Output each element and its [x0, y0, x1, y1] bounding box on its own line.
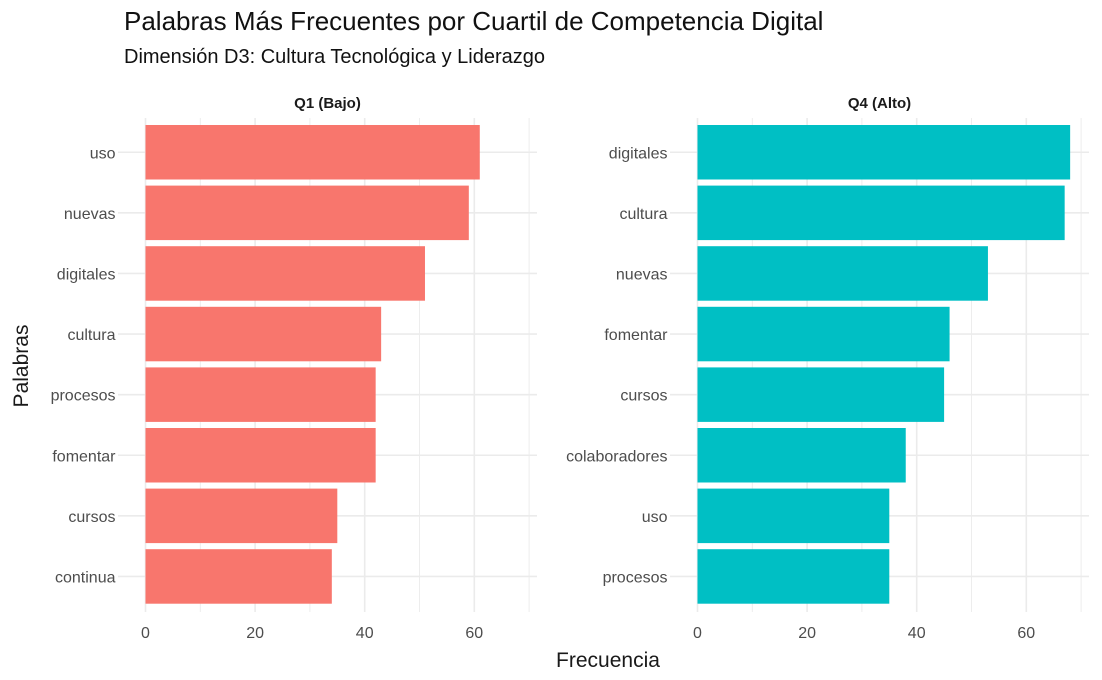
- bar-fomentar: [145, 428, 376, 483]
- bar-colaboradores: [697, 428, 906, 483]
- x-tick-label: 40: [356, 625, 374, 642]
- x-tick-label: 0: [141, 625, 150, 642]
- y-tick-label: cursos: [620, 388, 667, 405]
- bar-nuevas: [145, 185, 469, 241]
- panel-strip-label: Q4 (Alto): [848, 95, 911, 112]
- bar-cursos: [145, 488, 338, 544]
- bar-digitales: [697, 125, 1071, 180]
- bar-fomentar: [697, 306, 950, 362]
- chart-subtitle: Dimensión D3: Cultura Tecnológica y Lide…: [124, 46, 545, 68]
- y-tick-label: fomentar: [52, 448, 116, 465]
- y-tick-label: digitales: [609, 145, 668, 162]
- y-tick-label: nuevas: [616, 266, 668, 283]
- x-axis-title: Frecuencia: [556, 649, 660, 672]
- y-tick-label: nuevas: [64, 206, 116, 223]
- y-tick-label: cursos: [68, 509, 115, 526]
- y-tick-label: procesos: [603, 569, 668, 586]
- bar-cultura: [697, 185, 1065, 241]
- x-tick-label: 60: [465, 625, 483, 642]
- y-axis-title: Palabras: [10, 325, 33, 408]
- bar-cultura: [145, 306, 382, 362]
- y-tick-label: uso: [90, 145, 116, 162]
- y-tick-label: cultura: [67, 327, 115, 344]
- bar-nuevas: [697, 246, 988, 301]
- x-tick-label: 0: [693, 625, 702, 642]
- bar-digitales: [145, 246, 425, 301]
- bar-procesos: [145, 367, 376, 422]
- bar-cursos: [697, 367, 945, 422]
- x-tick-label: 20: [246, 625, 264, 642]
- panel-strip-label: Q1 (Bajo): [294, 95, 361, 112]
- y-tick-label: procesos: [51, 388, 116, 405]
- x-tick-label: 60: [1017, 625, 1035, 642]
- chart-title: Palabras Más Frecuentes por Cuartil de C…: [124, 6, 824, 36]
- y-tick-label: cultura: [619, 206, 667, 223]
- y-tick-label: fomentar: [604, 327, 668, 344]
- bar-continua: [145, 549, 332, 604]
- x-tick-label: 40: [908, 625, 926, 642]
- bar-uso: [697, 488, 890, 544]
- bar-procesos: [697, 549, 890, 604]
- y-tick-label: colaboradores: [566, 448, 667, 465]
- x-tick-label: 20: [798, 625, 816, 642]
- y-tick-label: continua: [55, 569, 116, 586]
- y-tick-label: uso: [642, 509, 668, 526]
- y-tick-label: digitales: [57, 266, 116, 283]
- bar-uso: [145, 125, 480, 180]
